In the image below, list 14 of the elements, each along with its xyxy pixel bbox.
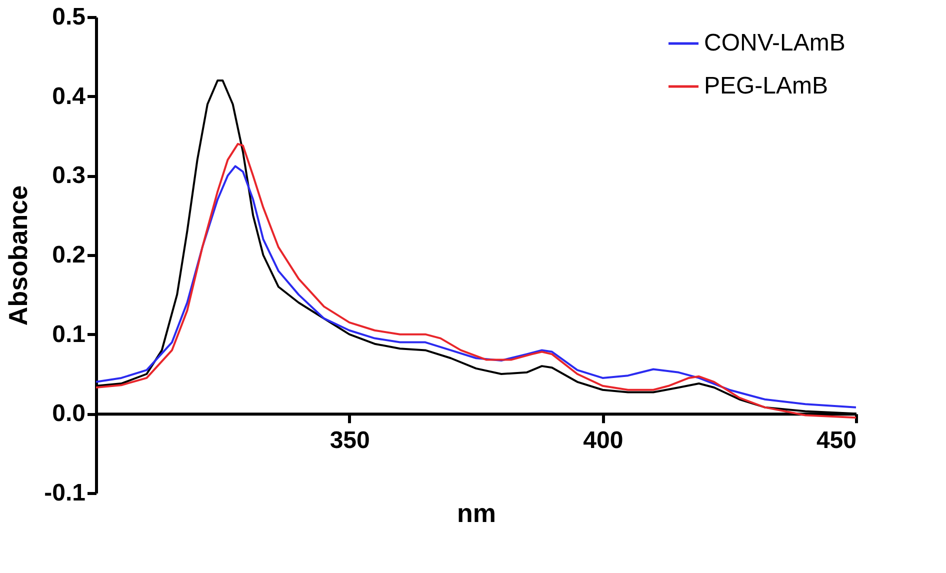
x-tick-label: 350 (330, 427, 370, 454)
y-tick-label: 0.2 (52, 242, 86, 268)
y-tick-label: 0.0 (52, 400, 86, 428)
y-tick-label: -0.1 (44, 480, 86, 506)
x-axis-title: nm (457, 498, 496, 528)
y-tick-label: 0.3 (52, 162, 86, 190)
y-tick-label: 0.1 (52, 320, 86, 348)
x-tick-label: 400 (583, 427, 624, 454)
y-tick-label: 0.5 (52, 4, 86, 30)
y-tick-label: 0.4 (52, 82, 86, 110)
x-tick-label: 450 (816, 427, 856, 454)
legend-label: PEG-LAmB (704, 72, 828, 100)
y-axis-title: Absobance (3, 185, 34, 326)
legend-label: CONV-LAmB (704, 30, 846, 56)
